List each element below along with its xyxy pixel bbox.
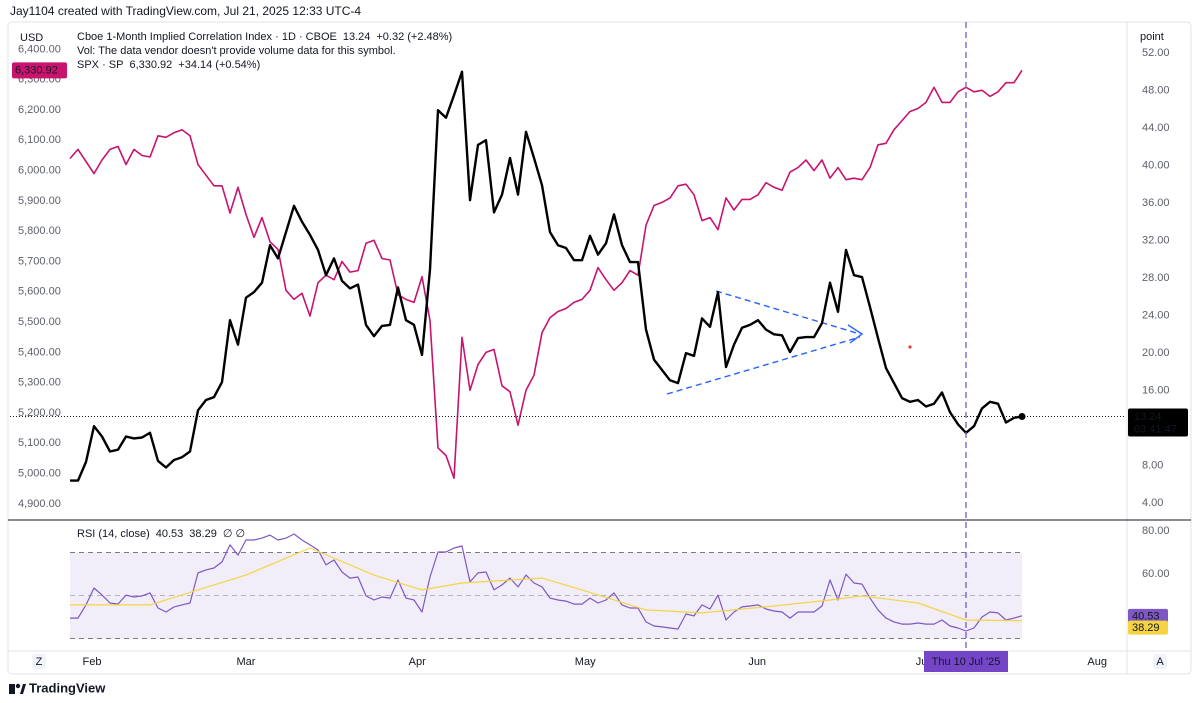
button-box — [32, 654, 46, 669]
legend-value: 13.24 — [343, 31, 371, 43]
series-line — [70, 70, 1023, 482]
y-tick-label: 6,200.00 — [18, 104, 61, 116]
pane: 4,900.00 5,000.00 5,100.00 5,200.00 5,300.00… — [10, 43, 1188, 510]
y-tick-label: 4.00 — [1142, 497, 1163, 509]
series-line — [69, 69, 1023, 479]
y-tick-label: 5,100.00 — [18, 437, 61, 449]
y-tick-label: 48.00 — [1142, 84, 1170, 96]
legend-name: Cboe 1-Month Implied Correlation Index ·… — [77, 31, 337, 43]
legend-name: RSI (14, close) — [77, 528, 150, 540]
y-tick-label: 32.00 — [1142, 234, 1170, 246]
legend-change: +34.14 (+0.54%) — [178, 59, 260, 71]
crosshair-badge — [924, 651, 1008, 672]
marker-dot — [908, 345, 912, 349]
y-tick-label: 5,700.00 — [18, 255, 61, 267]
x-tick-label: Jun — [748, 656, 766, 668]
y-tick-label: 6,000.00 — [18, 165, 61, 177]
x-tick-label: Mar — [237, 656, 256, 668]
right-scale-unit: point — [1140, 31, 1164, 43]
price-badge — [12, 62, 67, 79]
button-box — [1153, 654, 1167, 669]
trend-annotation — [666, 290, 864, 395]
value-badge — [1128, 608, 1168, 623]
y-tick-label: 40.00 — [1142, 159, 1170, 171]
series-line — [70, 547, 1023, 622]
frame — [7, 21, 1192, 675]
x-tick-label: May — [575, 656, 596, 668]
y-tick-label: 80.00 — [1142, 525, 1170, 537]
x-tick-label: Aug — [1087, 656, 1107, 668]
y-tick-label: 5,400.00 — [18, 346, 61, 358]
logo-part — [20, 684, 26, 694]
legend-suffix: ∅ ∅ — [223, 528, 245, 540]
y-tick-label: 44.00 — [1142, 122, 1170, 134]
value-badge-text: 38.29 — [1132, 622, 1160, 634]
y-tick-label: 16.00 — [1142, 384, 1170, 396]
x-tick-label: Apr — [409, 656, 426, 668]
y-tick-label: 60.00 — [1142, 568, 1170, 580]
last-point — [1018, 412, 1026, 420]
left-scale-unit: USD — [20, 32, 43, 44]
y-tick-label: 5,200.00 — [18, 407, 61, 419]
legend-change: +0.32 (+2.48%) — [376, 31, 452, 43]
y-tick-label: 5,800.00 — [18, 225, 61, 237]
x-tick-label: Feb — [83, 656, 102, 668]
brand: TradingView — [29, 680, 106, 695]
logo-part — [9, 684, 15, 694]
y-tick-label: 5,900.00 — [18, 195, 61, 207]
y-tick-label: 24.00 — [1142, 309, 1170, 321]
y-tick-label: 6,400.00 — [18, 43, 61, 55]
legend-value: 38.29 — [189, 528, 217, 540]
value-badge — [1128, 620, 1168, 635]
price-badge-countdown: 03:41:47 — [1134, 423, 1177, 435]
price-badge-value: 13.24 — [1134, 411, 1162, 423]
rsi-band — [70, 552, 1022, 639]
scale-button[interactable]: Z — [36, 656, 43, 668]
logo-part — [15, 683, 21, 689]
price-badge-value: 6,330.92 — [15, 65, 58, 77]
crosshair-label: Thu 10 Jul '25 — [932, 656, 1001, 668]
legend-value: 40.53 — [156, 528, 184, 540]
arrow-head — [847, 324, 864, 344]
value-badge-text: 40.53 — [1132, 610, 1160, 622]
y-tick-label: 52.00 — [1142, 47, 1170, 59]
scale-button[interactable]: A — [1156, 656, 1164, 668]
y-tick-label: 5,500.00 — [18, 316, 61, 328]
y-tick-label: 4,900.00 — [18, 498, 61, 510]
brand-logo — [9, 683, 26, 694]
y-tick-label: 28.00 — [1142, 272, 1170, 284]
series-line — [70, 533, 1023, 632]
credit: Jay1104 created with TradingView.com, Ju… — [10, 4, 361, 18]
legend-value: 6,330.92 — [129, 59, 172, 71]
y-tick-label: 8.00 — [1142, 460, 1163, 472]
y-tick-label: 5,000.00 — [18, 468, 61, 480]
upper-trend-line — [715, 290, 861, 335]
lower-trend-line — [666, 336, 861, 395]
y-tick-label: 6,100.00 — [18, 134, 61, 146]
y-tick-label: 36.00 — [1142, 197, 1170, 209]
y-tick-label: 5,600.00 — [18, 286, 61, 298]
y-tick-label: 20.00 — [1142, 347, 1170, 359]
y-tick-label: 5,300.00 — [18, 377, 61, 389]
legend-name: SPX · SP — [77, 59, 123, 71]
legend-note: Vol: The data vendor doesn't provide vol… — [77, 45, 396, 57]
price-badge — [1128, 408, 1188, 437]
